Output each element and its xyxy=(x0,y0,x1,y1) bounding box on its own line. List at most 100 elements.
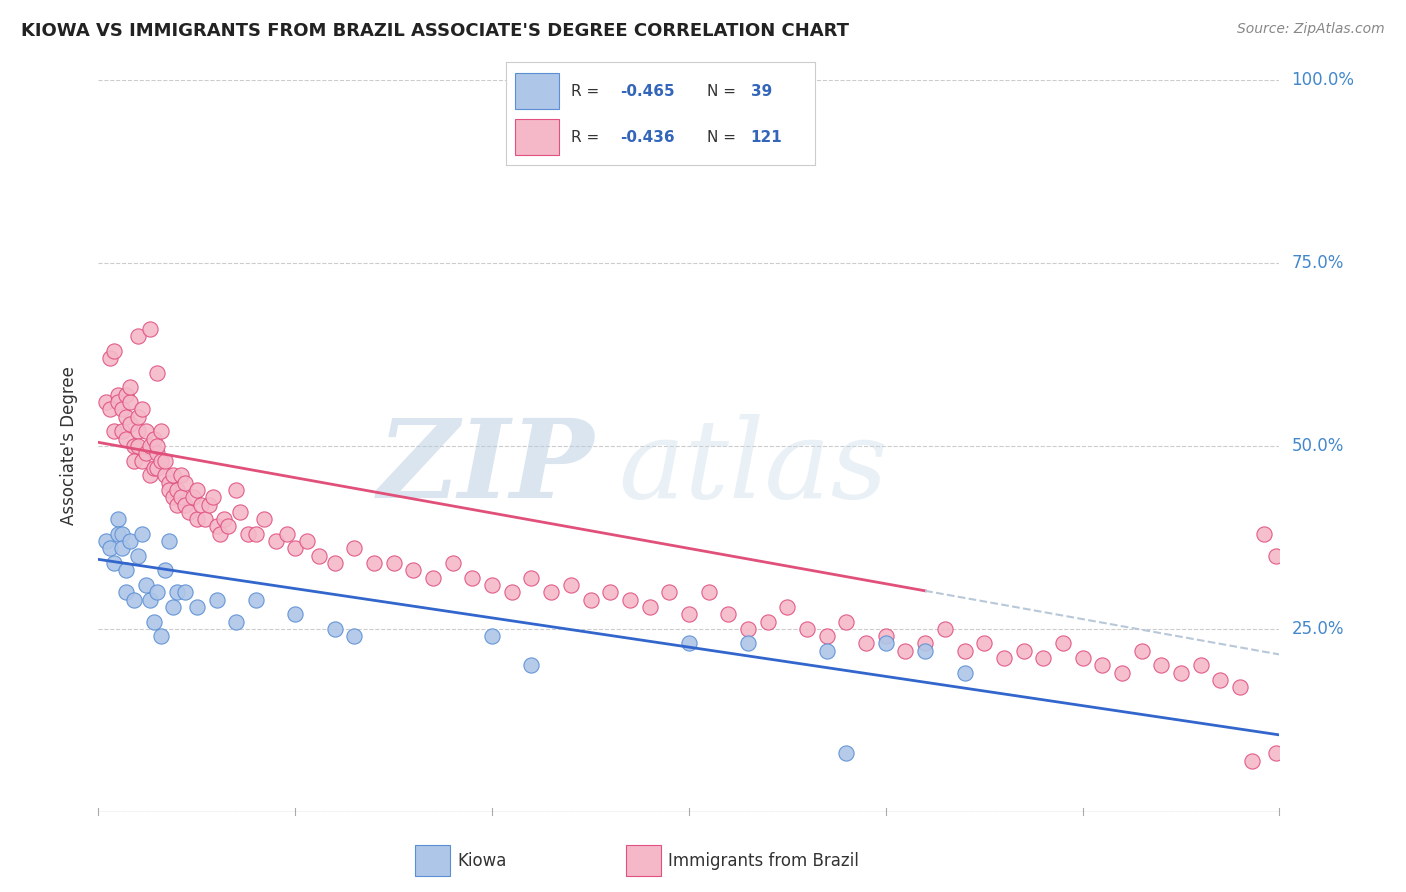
Point xyxy=(186,599,208,614)
Point xyxy=(953,644,976,658)
Point xyxy=(225,615,247,629)
Text: 121: 121 xyxy=(751,130,782,145)
Point xyxy=(170,490,193,504)
Text: N =: N = xyxy=(707,130,741,145)
Point xyxy=(122,453,145,467)
Point xyxy=(520,571,543,585)
Point xyxy=(138,468,160,483)
Point xyxy=(142,615,165,629)
Point xyxy=(127,439,149,453)
Point xyxy=(127,425,149,439)
Point xyxy=(127,409,149,424)
Point xyxy=(194,512,217,526)
Point xyxy=(1111,665,1133,680)
Point xyxy=(619,592,641,607)
Point xyxy=(914,636,936,650)
Point xyxy=(155,453,177,467)
Bar xyxy=(415,846,450,876)
Point xyxy=(1130,644,1153,658)
Point xyxy=(253,512,276,526)
Point xyxy=(107,388,129,402)
Point xyxy=(142,432,165,446)
Text: 100.0%: 100.0% xyxy=(1291,71,1354,89)
Point xyxy=(1091,658,1114,673)
Point xyxy=(142,461,165,475)
Point xyxy=(107,526,129,541)
Point xyxy=(127,549,149,563)
Point xyxy=(717,607,740,622)
Point xyxy=(209,526,232,541)
Point xyxy=(190,498,212,512)
Point xyxy=(855,636,877,650)
Point xyxy=(118,417,141,431)
Text: R =: R = xyxy=(571,84,605,99)
Point xyxy=(308,549,330,563)
Point xyxy=(343,629,366,643)
Point xyxy=(1240,754,1263,768)
Point xyxy=(122,592,145,607)
Point xyxy=(166,585,188,599)
Text: 39: 39 xyxy=(751,84,772,99)
Point xyxy=(138,592,160,607)
Point xyxy=(1012,644,1035,658)
Point xyxy=(229,505,252,519)
Text: 0.0%: 0.0% xyxy=(79,841,118,856)
Point xyxy=(111,402,134,417)
Point xyxy=(131,402,153,417)
Point xyxy=(520,658,543,673)
Point xyxy=(157,475,180,490)
Point xyxy=(122,439,145,453)
Text: 25.0%: 25.0% xyxy=(1291,620,1344,638)
Point xyxy=(115,432,138,446)
Point xyxy=(875,629,897,643)
Point xyxy=(115,585,138,599)
Point xyxy=(103,556,125,570)
Point xyxy=(1229,681,1251,695)
Point xyxy=(225,483,247,497)
Point xyxy=(217,519,239,533)
Point xyxy=(1209,673,1232,687)
Point xyxy=(756,615,779,629)
Point xyxy=(107,512,129,526)
Point xyxy=(1264,746,1286,760)
Point xyxy=(973,636,995,650)
Point xyxy=(796,622,818,636)
Point xyxy=(245,526,267,541)
Text: Source: ZipAtlas.com: Source: ZipAtlas.com xyxy=(1237,22,1385,37)
Point xyxy=(186,512,208,526)
Point xyxy=(157,483,180,497)
Point xyxy=(697,585,720,599)
Text: KIOWA VS IMMIGRANTS FROM BRAZIL ASSOCIATE'S DEGREE CORRELATION CHART: KIOWA VS IMMIGRANTS FROM BRAZIL ASSOCIAT… xyxy=(21,22,849,40)
Point xyxy=(323,622,346,636)
Point xyxy=(560,578,582,592)
Point xyxy=(201,490,224,504)
Point xyxy=(155,563,177,577)
Point xyxy=(135,446,157,460)
Point xyxy=(363,556,385,570)
Point xyxy=(678,607,700,622)
Point xyxy=(111,526,134,541)
Point xyxy=(150,629,173,643)
Point xyxy=(284,607,307,622)
Point xyxy=(166,498,188,512)
Text: ZIP: ZIP xyxy=(378,414,595,522)
Point xyxy=(98,402,121,417)
Point xyxy=(118,395,141,409)
Point xyxy=(1264,549,1286,563)
Point xyxy=(111,541,134,556)
Point xyxy=(264,534,287,549)
Point xyxy=(135,425,157,439)
Text: 50.0%: 50.0% xyxy=(1291,437,1344,455)
Point xyxy=(1170,665,1192,680)
Point xyxy=(323,556,346,570)
Point xyxy=(815,629,838,643)
Point xyxy=(993,651,1015,665)
Point xyxy=(174,585,197,599)
Point xyxy=(205,592,228,607)
Point xyxy=(146,439,169,453)
Point xyxy=(146,461,169,475)
Text: Kiowa: Kiowa xyxy=(457,852,506,870)
Point xyxy=(197,498,219,512)
Point xyxy=(214,512,236,526)
Bar xyxy=(516,119,558,155)
